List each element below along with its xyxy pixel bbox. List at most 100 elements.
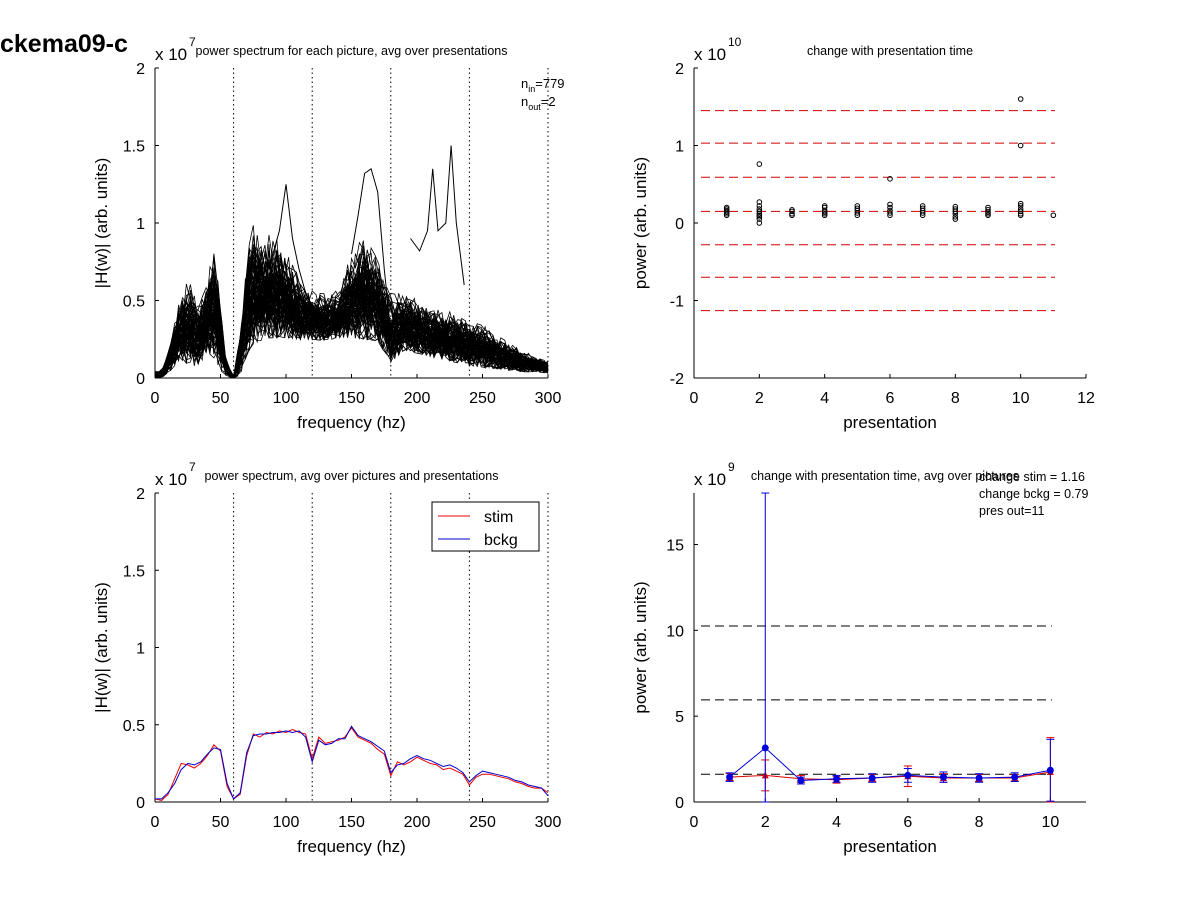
y-axis-label: power (arb. units) [631, 581, 650, 713]
y-tick-label: 2 [136, 61, 145, 78]
data-point [985, 207, 991, 213]
axis-exponent: 9 [728, 460, 735, 474]
spectrum-trace [154, 292, 549, 378]
spectrum-trace [154, 283, 549, 377]
data-point-bckg [1046, 766, 1054, 774]
data-point [854, 205, 861, 212]
axis-multiplier: x 10 [694, 470, 726, 489]
data-point [952, 216, 959, 222]
data-point [1050, 212, 1057, 219]
x-tick-label: 0 [690, 814, 699, 831]
x-tick-label: 150 [338, 390, 365, 407]
data-point [887, 204, 893, 211]
stat-annotation: pres out=11 [979, 504, 1044, 518]
spectrum-trace [154, 254, 549, 377]
x-axis-label: presentation [843, 413, 937, 432]
y-tick-label: 0 [675, 795, 684, 812]
data-point [985, 204, 991, 211]
data-point [952, 206, 959, 212]
data-point-bckg [833, 775, 841, 783]
data-point [1017, 208, 1024, 215]
data-point [756, 220, 763, 226]
data-point-bckg [904, 771, 912, 779]
data-point [919, 203, 926, 209]
data-point-bckg [939, 773, 947, 781]
x-tick-label: 300 [535, 390, 562, 407]
x-tick-label: 12 [1077, 390, 1095, 407]
data-point [756, 208, 763, 215]
x-axis-label: frequency (hz) [297, 413, 406, 432]
legend-label-bckg: bckg [484, 532, 518, 549]
y-tick-label: 0.5 [123, 294, 145, 311]
data-point [789, 207, 795, 213]
x-tick-label: 2 [761, 814, 770, 831]
x-tick-label: 200 [404, 390, 431, 407]
spectrum-outlier-trace [265, 184, 307, 293]
series-line-stim [154, 726, 549, 802]
chart-title: power spectrum, avg over pictures and pr… [205, 469, 499, 483]
y-tick-label: 1 [136, 216, 145, 233]
data-point [756, 199, 763, 205]
data-point [756, 161, 763, 167]
chart-title: change with presentation time, avg over … [751, 469, 1019, 483]
x-tick-label: 300 [535, 814, 562, 831]
x-axis-label: frequency (hz) [297, 837, 406, 856]
y-tick-label: -2 [670, 371, 684, 388]
x-tick-label: 0 [690, 390, 699, 407]
series-line-stim [729, 771, 1051, 781]
spectrum-trace [154, 281, 549, 378]
y-axis-label: power (arb. units) [631, 157, 650, 289]
x-tick-label: 2 [755, 390, 764, 407]
data-point [756, 216, 763, 222]
data-point [887, 207, 893, 214]
y-axis-label: |H(w)| (arb. units) [92, 158, 111, 289]
data-point-bckg [975, 774, 983, 782]
spectrum-outlier-trace [351, 167, 392, 332]
n-in-annotation: nin=779 [521, 76, 565, 94]
chart-presentation-average: 0 2 4 6 8 10 0 5 10 15 presentation power (arb. uni… [631, 460, 1089, 856]
data-point [789, 210, 795, 217]
y-tick-label: 2 [136, 486, 145, 503]
spectrum-trace [154, 245, 549, 378]
y-tick-label: -1 [670, 294, 684, 311]
stat-annotation: change stim = 1.16 [979, 470, 1085, 484]
data-point [1017, 200, 1024, 207]
data-point-bckg [1011, 773, 1019, 781]
axis-exponent: 7 [189, 35, 196, 49]
y-tick-label: 0 [675, 216, 684, 233]
chart-spectrum-average: 0 50 100 150 200 250 300 0 0.5 1 1.5 2 frequency (hz… [92, 460, 561, 856]
n-out-annotation: nout=2 [521, 94, 556, 112]
y-tick-label: 0 [136, 795, 145, 812]
spectrum-trace [154, 289, 549, 379]
data-point [887, 201, 893, 208]
x-tick-label: 250 [469, 814, 496, 831]
x-axis-label: presentation [843, 837, 937, 856]
y-tick-label: 1.5 [123, 139, 145, 156]
x-tick-label: 8 [951, 390, 960, 407]
data-point [1017, 203, 1024, 209]
y-axis-label: |H(w)| (arb. units) [92, 582, 111, 713]
y-tick-label: 1 [675, 139, 684, 156]
x-tick-label: 150 [338, 814, 365, 831]
chart-spectrum-each-picture: 0 50 100 150 200 250 300 0 0.5 1 1.5 2 frequency (hz… [92, 35, 565, 432]
data-point [821, 203, 828, 209]
stat-annotation: change bckg = 0.79 [979, 487, 1089, 501]
x-tick-label: 4 [820, 390, 829, 407]
data-point [919, 205, 926, 212]
y-tick-label: 15 [666, 538, 684, 555]
data-point [723, 204, 730, 211]
x-tick-label: 4 [832, 814, 841, 831]
x-tick-label: 10 [1041, 814, 1059, 831]
x-tick-label: 50 [212, 814, 230, 831]
data-point-bckg [726, 773, 734, 781]
y-tick-label: 5 [675, 709, 684, 726]
axis-multiplier: x 10 [694, 45, 726, 64]
data-point [1017, 206, 1024, 212]
data-point [1017, 142, 1024, 149]
y-tick-label: 10 [666, 623, 684, 640]
data-point-bckg [761, 744, 769, 752]
data-point [756, 203, 763, 209]
figure-label: ckema09-c [0, 30, 128, 58]
